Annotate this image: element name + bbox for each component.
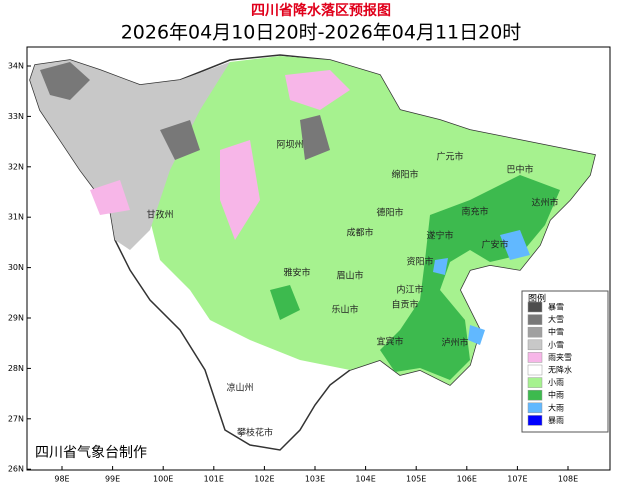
lon-label: 104E (355, 475, 375, 484)
lon-label: 98E (54, 475, 69, 484)
region-label: 绵阳市 (391, 169, 418, 181)
region-label: 凉山州 (226, 382, 253, 394)
region-label: 南充市 (461, 206, 488, 218)
lat-label: 33N (8, 112, 24, 121)
legend-label: 中雪 (548, 327, 564, 337)
region-label: 巴中市 (506, 164, 533, 176)
title: 四川省降水落区预报图 (251, 2, 391, 19)
moderate-rain-area (270, 175, 560, 380)
legend-label: 无降水 (548, 365, 572, 375)
legend-title: 图例 (528, 293, 546, 305)
region-label: 广安市 (481, 239, 508, 251)
region-label: 泸州市 (441, 337, 468, 349)
heavy-snow-area (40, 62, 330, 160)
lat-label: 28N (8, 364, 24, 373)
legend-label: 暴雪 (548, 303, 564, 312)
light-snow-area (30, 60, 230, 250)
credit-box (28, 440, 164, 464)
map (29, 54, 596, 451)
region-label: 自贡市 (391, 299, 418, 311)
legend-label: 大雪 (548, 314, 564, 324)
lon-label: 108E (558, 475, 578, 484)
lon-label: 102E (254, 475, 274, 484)
axis-labels: 34N 33N 32N 31N 30N 29N 28N 27N 26N 98E 99E 100E 101… (8, 62, 578, 484)
sleet-area (90, 70, 350, 240)
legend-label: 大雨 (548, 402, 564, 412)
lon-label: 105E (406, 475, 426, 484)
region-label: 宜宾市 (376, 336, 403, 348)
legend-label: 小雨 (548, 378, 564, 387)
legend-swatch (527, 377, 543, 388)
region-label: 眉山市 (336, 270, 363, 282)
region-label: 阿坝州 (276, 140, 303, 151)
legend-label: 小雪 (548, 340, 564, 349)
lon-label: 103E (305, 475, 325, 484)
light-rain-area (150, 56, 595, 385)
lat-label: 32N (8, 162, 24, 171)
heavy-rain-area (433, 230, 530, 345)
lon-label: 107E (507, 475, 527, 484)
legend-swatch (527, 415, 543, 426)
lat-label: 31N (8, 213, 24, 222)
region-label: 德阳市 (376, 207, 403, 219)
region-label: 遂宁市 (426, 230, 453, 242)
credit: 四川省气象台制作 (35, 445, 147, 461)
region-label: 成都市 (346, 227, 373, 239)
legend-swatch (527, 364, 543, 376)
legend-swatch (527, 389, 543, 401)
lon-label: 100E (153, 475, 173, 484)
legend-swatch (527, 326, 543, 338)
lat-label: 26N (8, 465, 24, 474)
region-label: 攀枝花市 (237, 427, 273, 439)
lon-label: 106E (457, 475, 477, 484)
lat-label: 29N (8, 314, 24, 323)
lat-label: 30N (8, 263, 24, 272)
region-label: 雅安市 (283, 267, 310, 279)
lon-label: 101E (204, 475, 224, 484)
legend-label: 雨夹雪 (548, 352, 572, 362)
region-label: 资阳市 (406, 256, 433, 268)
legend-swatch (527, 301, 543, 313)
region-label: 内江市 (396, 284, 423, 296)
region-label: 广元市 (436, 151, 463, 163)
region-label: 乐山市 (331, 304, 358, 316)
subtitle: 2026年04月10日20时-2026年04月11日20时 (121, 22, 522, 44)
lat-label: 27N (8, 414, 24, 423)
legend-swatch (527, 339, 543, 351)
lat-label: 34N (8, 62, 24, 71)
lon-label: 99E (105, 475, 120, 484)
legend-swatch (527, 314, 543, 325)
region-label: 甘孜州 (146, 209, 173, 221)
legend-swatch (527, 352, 543, 363)
region-label: 达州市 (531, 197, 558, 209)
legend-label: 暴雨 (548, 416, 564, 425)
legend-swatch (527, 402, 543, 414)
legend-label: 中雨 (548, 390, 564, 400)
